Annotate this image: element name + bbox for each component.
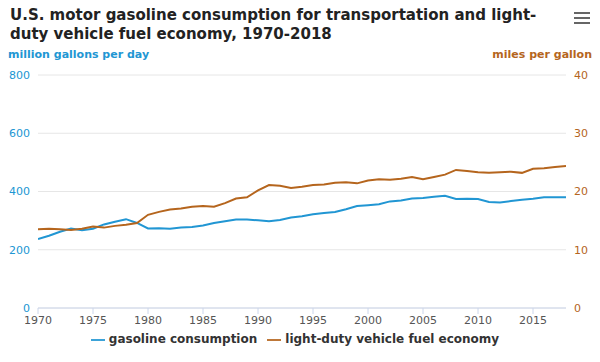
svg-text:1985: 1985 — [189, 314, 217, 327]
html-text:gasoline consumption: gasoline consumption — [108, 332, 258, 346]
svg-text:2005: 2005 — [409, 314, 437, 327]
svg-text:30: 30 — [574, 127, 588, 140]
svg-text:2000: 2000 — [354, 314, 382, 327]
svg-text:0: 0 — [574, 302, 581, 315]
svg-text:10: 10 — [574, 244, 588, 257]
html-text:million gallons per day: million gallons per day — [8, 48, 150, 61]
svg-text:1980: 1980 — [134, 314, 162, 327]
html-text:light-duty vehicle fuel econom: light-duty vehicle fuel economy — [285, 332, 500, 346]
html-text:miles per gallon: miles per gallon — [492, 48, 592, 61]
svg-text:200: 200 — [9, 244, 30, 257]
svg-text:400: 400 — [9, 185, 30, 198]
svg-text:1990: 1990 — [244, 314, 272, 327]
svg-text:1970: 1970 — [24, 314, 52, 327]
svg-text:0: 0 — [23, 302, 30, 315]
svg-text:800: 800 — [9, 69, 30, 82]
svg-text:1995: 1995 — [299, 314, 327, 327]
svg-text:600: 600 — [9, 127, 30, 140]
svg-text:2015: 2015 — [519, 314, 547, 327]
svg-text:2010: 2010 — [464, 314, 492, 327]
svg-text:1975: 1975 — [79, 314, 107, 327]
svg-text:20: 20 — [574, 185, 588, 198]
html-text:U.S. motor gasoline consumptio: U.S. motor gasoline consumption for tran… — [10, 6, 537, 43]
svg-text:40: 40 — [574, 69, 588, 82]
